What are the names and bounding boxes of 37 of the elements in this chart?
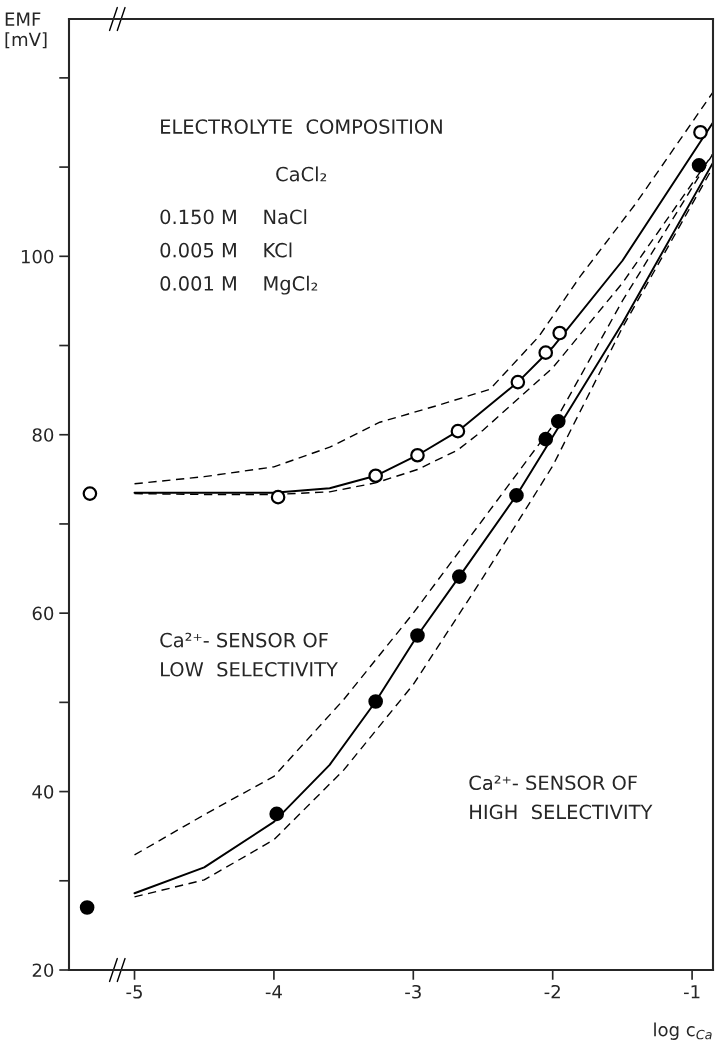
point: [552, 325, 567, 341]
point: [510, 374, 526, 390]
annotation: CaCl₂: [276, 166, 327, 182]
x-tick-label: -5: [126, 985, 142, 999]
y-tick-label: 20: [32, 963, 54, 978]
point: [538, 431, 554, 447]
x-tick-label: -2: [544, 984, 560, 999]
point: [538, 345, 554, 360]
annotation: Ca²⁺- SENSOR OF LOW SELECTIVITY: [160, 632, 338, 677]
point: [410, 447, 425, 463]
x-tick-label: -3: [405, 984, 421, 999]
y-tick-label: 40: [32, 785, 54, 799]
point: [82, 486, 98, 501]
point: [509, 488, 524, 503]
x-tick-label: -1: [683, 985, 700, 999]
x-tick-label: -4: [265, 985, 282, 999]
annotation: 0.150 M NaCl: [160, 209, 307, 225]
y-tick-label: 100: [21, 249, 54, 264]
point: [368, 694, 383, 709]
point: [550, 414, 566, 429]
point: [451, 569, 467, 584]
y-axis-title: EMF [mV]: [5, 12, 47, 49]
point: [269, 806, 285, 822]
point: [693, 124, 708, 140]
point: [368, 468, 383, 484]
point: [450, 423, 466, 439]
y-tick-label: 80: [32, 428, 54, 442]
annotation: ELECTROLYTE COMPOSITION: [161, 119, 442, 134]
y-tick-label: 60: [32, 606, 54, 621]
annotation: Ca²⁺- SENSOR OF HIGH SELECTIVITY: [469, 775, 653, 820]
annotation: 0.005 M KCl: [160, 242, 292, 258]
point: [270, 489, 286, 505]
point: [79, 900, 95, 915]
annotation: 0.001 M MgCl₂: [160, 275, 318, 295]
x-axis-title: log c$_{Ca}$: [654, 1022, 712, 1040]
point: [410, 628, 425, 643]
point: [691, 157, 707, 173]
